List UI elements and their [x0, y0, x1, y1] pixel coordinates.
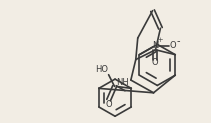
- Text: N: N: [152, 41, 158, 50]
- Text: NH: NH: [117, 77, 129, 86]
- Text: -: -: [176, 36, 180, 46]
- Text: O: O: [105, 100, 112, 109]
- Text: O: O: [170, 41, 176, 50]
- Text: HO: HO: [95, 65, 108, 74]
- Text: +: +: [157, 37, 163, 43]
- Text: O: O: [152, 58, 158, 67]
